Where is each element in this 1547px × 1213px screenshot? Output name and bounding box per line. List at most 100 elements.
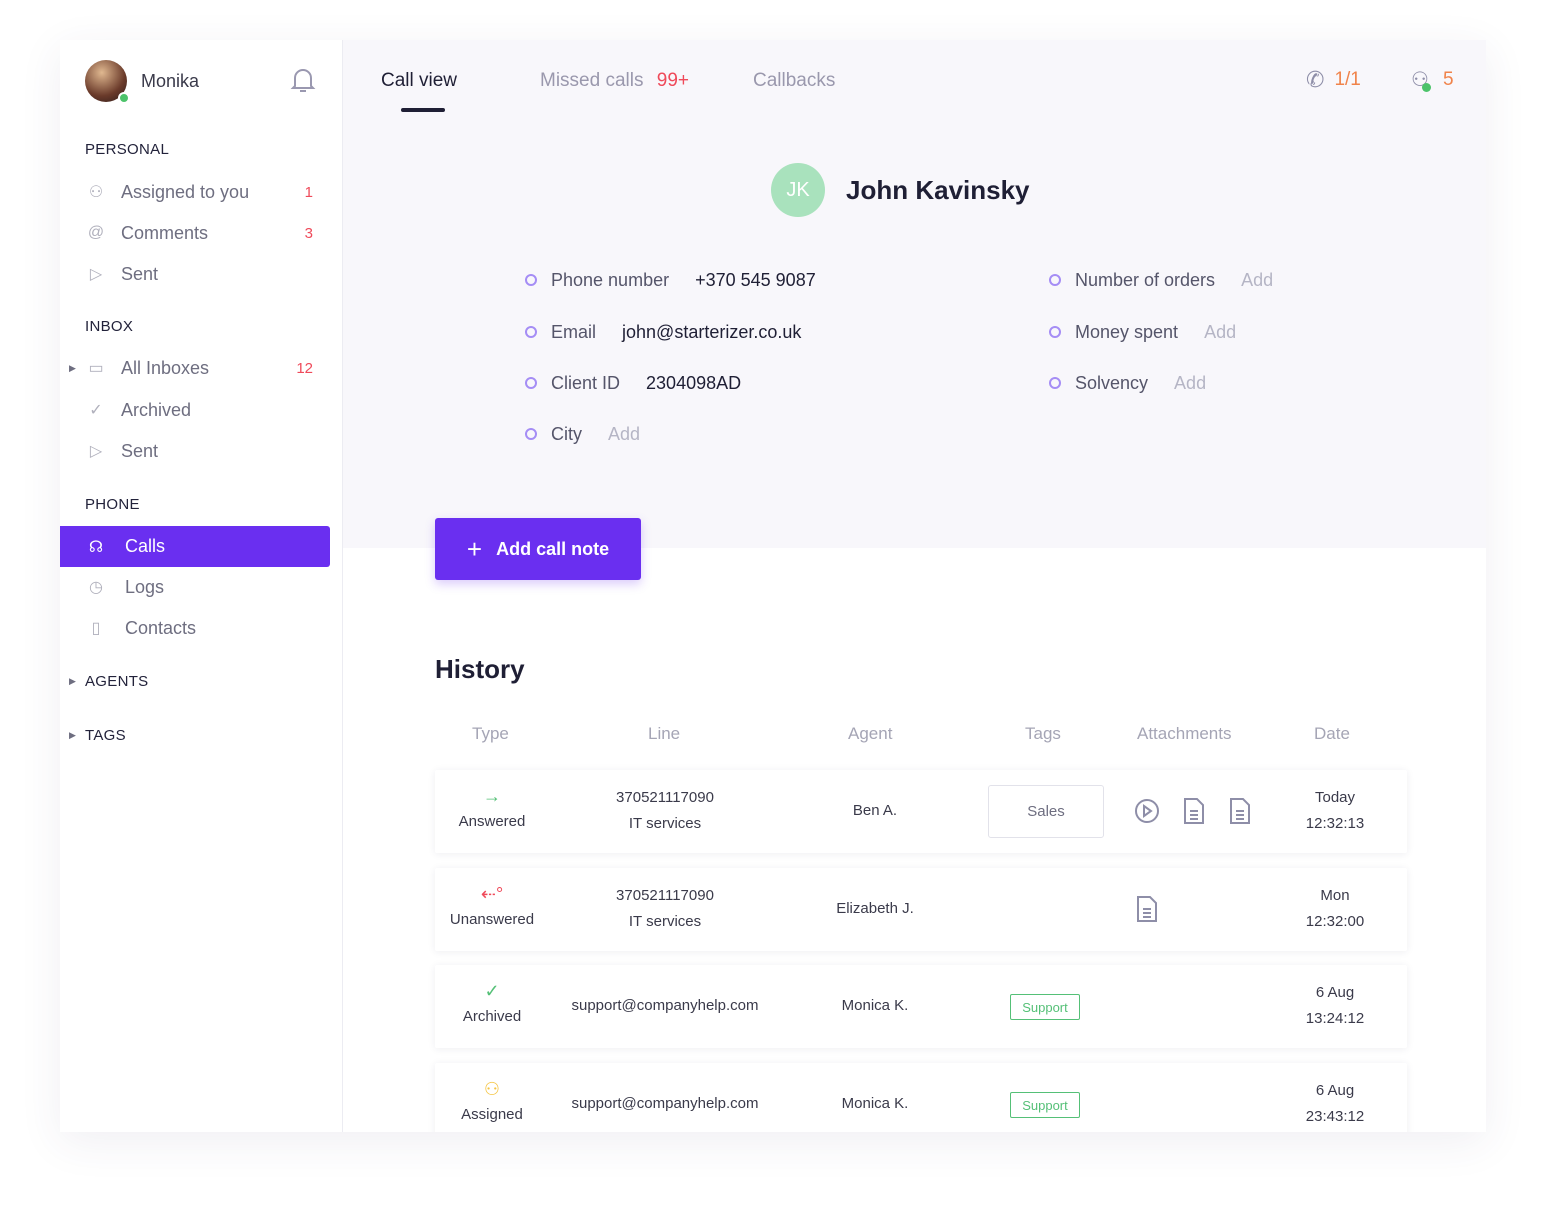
type: Unanswered (449, 911, 535, 928)
clock-icon: ◷ (89, 579, 103, 596)
active-tab-indicator (401, 108, 445, 112)
column-tags: Tags (1025, 724, 1061, 743)
sidebar-item-inbox-sent[interactable]: ▷ Sent (85, 433, 325, 469)
check-circle-icon: ✓ (484, 981, 500, 1001)
label: Archived (121, 399, 192, 420)
sidebar-item-contacts[interactable]: ▯ Contacts (85, 610, 325, 646)
column-line: Line (648, 724, 681, 743)
count-badge: 3 (304, 224, 313, 242)
add-link[interactable]: Add (608, 423, 641, 444)
column-type: Type (472, 724, 509, 743)
tab-call-view[interactable]: Call view (381, 70, 458, 91)
field-client-id: Client ID 2304098AD (525, 371, 741, 395)
field-phone: Phone number +370 545 9087 (525, 268, 816, 292)
document-icon[interactable] (1136, 895, 1158, 927)
column-attachments: Attachments (1137, 724, 1232, 743)
bullet-icon (1049, 326, 1061, 338)
date: Today (1314, 789, 1356, 806)
avatar (85, 60, 130, 104)
play-icon[interactable] (1134, 798, 1160, 828)
user-name: Monika (141, 70, 200, 91)
add-call-note-button[interactable]: + Add call note (435, 518, 641, 580)
label: Money spent (1075, 321, 1179, 342)
missed-call-icon: ⇠° (480, 884, 504, 904)
sidebar-item-archived[interactable]: ✓ Archived (85, 392, 325, 428)
bell-icon[interactable] (290, 66, 316, 99)
label: Sent (121, 263, 159, 284)
sidebar-item-comments[interactable]: @ Comments 3 (85, 215, 325, 251)
phone-call-icon: ✆ (1306, 67, 1325, 92)
add-link[interactable]: Add (1204, 321, 1237, 342)
caret-right-icon[interactable]: ▶ (69, 362, 76, 373)
count-badge: 1 (304, 183, 313, 201)
table-row[interactable]: ⚇ Assigned support@companyhelp.com Monica… (435, 1063, 1407, 1132)
date: 6 Aug (1315, 1082, 1355, 1099)
agents-online-indicator[interactable]: ⚇ 5 (1411, 67, 1454, 92)
label: Calls (125, 536, 166, 556)
document-icon[interactable] (1183, 797, 1205, 829)
field-money: Money spent Add (1049, 320, 1236, 344)
sidebar-item-assigned[interactable]: ⚇ Assigned to you 1 (85, 174, 325, 210)
label: Solvency (1075, 372, 1149, 393)
line: support@companyhelp.com (571, 997, 759, 1014)
agents-count: 5 (1442, 68, 1454, 90)
add-link[interactable]: Add (1174, 372, 1207, 393)
time: 13:24:12 (1305, 1010, 1365, 1027)
value[interactable]: 2304098AD (646, 372, 742, 393)
section-inbox: INBOX (85, 318, 134, 335)
add-link[interactable]: Add (1241, 269, 1274, 290)
agent: Monica K. (841, 1095, 909, 1112)
date: 6 Aug (1315, 984, 1355, 1001)
sidebar-item-calls[interactable]: ☊ Calls (60, 526, 330, 567)
document-icon[interactable] (1229, 797, 1251, 829)
send-icon: ▷ (89, 266, 103, 283)
tag-support[interactable]: Support (1010, 1092, 1080, 1118)
agent: Monica K. (841, 997, 909, 1014)
label: Phone number (551, 269, 670, 290)
table-row[interactable]: ⇠° Unanswered 370521117090 IT services Eli… (435, 868, 1407, 951)
app-window: Monika PERSONAL ⚇ Assigned to you 1 @ Comme… (60, 40, 1486, 1132)
label: Logs (125, 576, 165, 597)
active-calls-indicator[interactable]: ✆ 1/1 (1306, 67, 1361, 93)
line: 370521117090 (616, 887, 714, 904)
sidebar-item-sent[interactable]: ▷ Sent (85, 256, 325, 292)
tab-callbacks[interactable]: Callbacks (753, 70, 836, 91)
table-row[interactable]: ✓ Archived support@companyhelp.com Monica… (435, 965, 1407, 1048)
time: 23:43:12 (1305, 1108, 1365, 1125)
label: TAGS (85, 727, 126, 744)
line: support@companyhelp.com (571, 1095, 759, 1112)
plus-icon: + (466, 533, 483, 564)
sidebar-item-all-inboxes[interactable]: ▶ ▭ All Inboxes 12 (69, 350, 325, 386)
line-name: IT services (628, 913, 702, 930)
column-date: Date (1314, 724, 1350, 743)
agent: Elizabeth J. (836, 900, 914, 917)
tag-sales[interactable]: Sales (988, 785, 1104, 838)
label: City (551, 423, 582, 444)
section-tags[interactable]: ▶ TAGS (69, 727, 126, 744)
caret-right-icon: ▶ (69, 676, 77, 686)
calls-count: 1/1 (1334, 69, 1361, 90)
bullet-icon (525, 377, 537, 389)
sidebar-item-logs[interactable]: ◷ Logs (85, 569, 325, 605)
user-assigned-icon: ⚇ (483, 1079, 501, 1099)
arrow-right-icon: → (483, 786, 501, 806)
date: Mon (1320, 887, 1350, 904)
table-row[interactable]: → Answered 370521117090 IT services Ben A.… (435, 770, 1407, 853)
field-city: City Add (525, 422, 640, 446)
value[interactable]: +370 545 9087 (695, 269, 816, 290)
label: Add call note (496, 538, 610, 559)
bullet-icon (1049, 377, 1061, 389)
column-agent: Agent (848, 724, 893, 743)
field-orders: Number of orders Add (1049, 268, 1273, 292)
tag-support[interactable]: Support (1010, 994, 1080, 1020)
section-agents[interactable]: ▶ AGENTS (69, 673, 148, 690)
missed-badge: 99+ (656, 70, 689, 91)
bullet-icon (525, 428, 537, 440)
label: Contacts (125, 617, 197, 638)
tab-missed-calls[interactable]: Missed calls 99+ (540, 70, 689, 92)
value[interactable]: john@starterizer.co.uk (622, 321, 802, 342)
headset-icon: ☊ (88, 538, 104, 556)
label: Assigned to you (121, 181, 250, 202)
user-profile[interactable]: Monika (85, 60, 200, 104)
line: 370521117090 (616, 789, 714, 806)
